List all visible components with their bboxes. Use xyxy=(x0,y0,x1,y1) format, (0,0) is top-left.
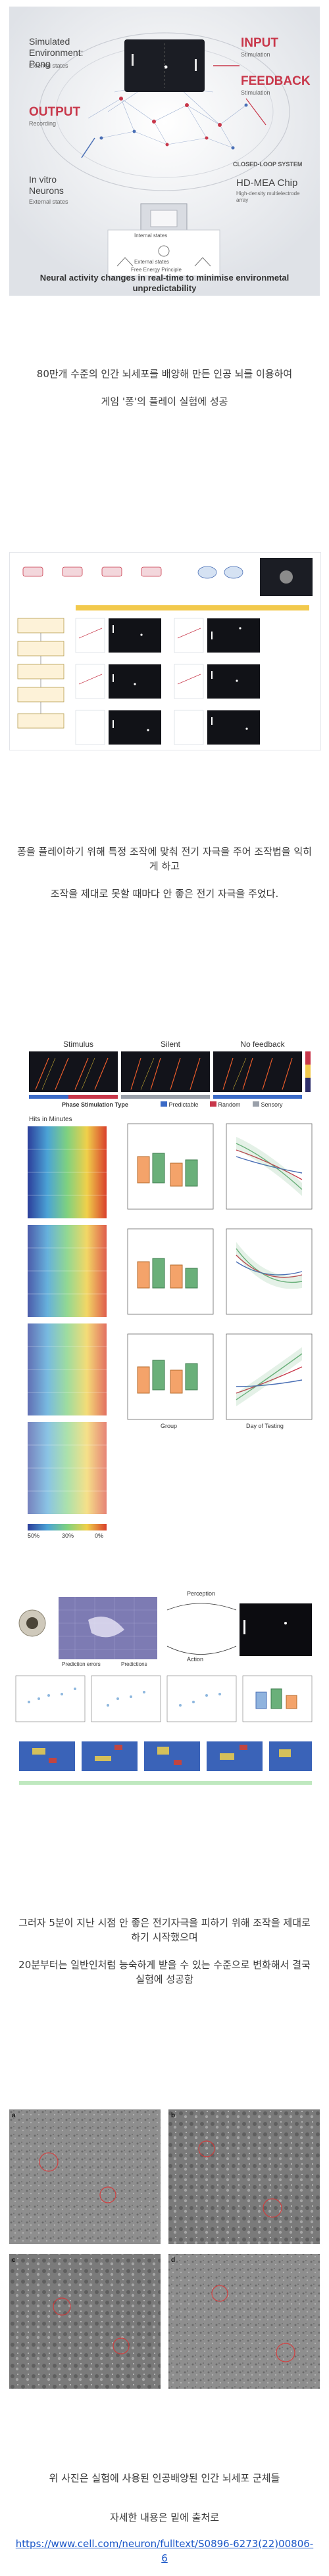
source-intro: 자세한 내용은 밑에 출처로 xyxy=(109,2512,220,2523)
colorbar-label-high: 50% xyxy=(28,1532,40,1539)
paragraph-photo-note: 위 사진은 실험에 사용된 인공배양된 인간 뇌세포 군체들 xyxy=(13,2471,316,2485)
legend-swatch-predictable xyxy=(161,1101,167,1107)
hits-heatmap xyxy=(28,1126,107,1530)
legend-swatch-sensory xyxy=(253,1101,259,1107)
legend-sensory: Sensory xyxy=(253,1101,283,1108)
label-perception: Perception xyxy=(187,1590,216,1597)
legend-label-random: Random xyxy=(218,1101,241,1108)
paragraph-training-line-1: 퐁을 플레이하기 위해 특정 조작에 맞춰 전기 자극을 주어 조작법을 익히게… xyxy=(17,846,312,872)
label-hdmea: HD-MEA Chip xyxy=(236,177,298,189)
paragraph-intro-line-1: 80만개 수준의 인간 뇌세포를 배양해 만든 인공 뇌를 이용하여 xyxy=(36,368,293,380)
panel-title-silent: Silent xyxy=(160,1040,181,1049)
label-feedback: FEEDBACK xyxy=(241,74,311,88)
colorbar-label-mid: 30% xyxy=(62,1532,74,1539)
legend-label-sensory: Sensory xyxy=(261,1101,283,1108)
raster-plots xyxy=(29,1051,311,1099)
boxplot-grid xyxy=(127,1123,313,1420)
paragraph-training: 퐁을 플레이하기 위해 특정 조작에 맞춰 전기 자극을 주어 조작법을 익히게… xyxy=(13,844,316,901)
legend-random: Random xyxy=(210,1101,241,1108)
figure-closed-loop-infographic: Simulated Environment: Pong External sta… xyxy=(9,7,320,296)
svg-text:c: c xyxy=(12,2257,16,2264)
svg-text:b: b xyxy=(171,2112,175,2119)
pong-screen xyxy=(124,39,205,92)
figure-methods-schematic xyxy=(9,552,321,750)
panel-title-nofeedback: No feedback xyxy=(240,1040,285,1049)
label-action: Action xyxy=(187,1656,204,1663)
paragraph-results: 그러자 5분이 지난 시점 안 좋은 전기자극을 피하기 위해 조작을 제대로 … xyxy=(13,1916,316,1987)
label-input: INPUT xyxy=(241,36,278,50)
microscopy-panels: a b c d xyxy=(9,2109,320,2389)
label-fep: Free Energy Principle xyxy=(131,267,182,273)
svg-text:d: d xyxy=(171,2257,175,2264)
figure-results-panels: Stimulus Silent No feedback xyxy=(9,1038,320,1551)
label-feedback-stim: Stimulation xyxy=(241,89,270,96)
paragraph-source: 자세한 내용은 밑에 출처로 https://www.cell.com/neur… xyxy=(13,2510,316,2565)
label-recording: Recording xyxy=(29,120,57,127)
label-sim-env: Simulated Environment: Pong xyxy=(29,36,84,69)
legend-title: Phase Stimulation Type xyxy=(62,1101,128,1108)
perception-action-diagram xyxy=(9,1584,320,1807)
label-predictions: Predictions xyxy=(121,1661,147,1667)
panel-title-stimulus: Stimulus xyxy=(63,1040,93,1049)
figure1-caption: Neural activity changes in real-time to … xyxy=(39,273,290,293)
closed-loop-diagram xyxy=(9,7,320,296)
x-axis-label-group: Group xyxy=(161,1423,178,1429)
legend-swatch-random xyxy=(210,1101,216,1107)
hits-title: Hits in Minutes xyxy=(29,1116,72,1123)
label-output: OUTPUT xyxy=(29,105,81,119)
label-internal: Internal states xyxy=(134,233,168,239)
x-axis-label-day: Day of Testing xyxy=(246,1423,284,1429)
paragraph-intro-line-2: 게임 '퐁'의 플레이 실험에 성공 xyxy=(101,396,228,407)
methods-schematic-diagram xyxy=(10,553,320,750)
svg-text:a: a xyxy=(12,2112,16,2119)
legend-label-predictable: Predictable xyxy=(168,1101,199,1108)
label-hdmea-sub: High-density multielectrode array xyxy=(236,191,300,203)
label-closed-loop: CLOSED-LOOP SYSTEM xyxy=(233,161,303,168)
label-ext-states: External states xyxy=(29,62,68,69)
paragraph-photo-note-line: 위 사진은 실험에 사용된 인공배양된 인간 뇌세포 군체들 xyxy=(49,2472,280,2484)
source-link[interactable]: https://www.cell.com/neuron/fulltext/S08… xyxy=(15,2538,314,2564)
figure-perception-action: Perception Action Prediction errors Pred… xyxy=(9,1584,320,1807)
paragraph-results-line-1: 그러자 5분이 지난 시점 안 좋은 전기자극을 피하기 위해 조작을 제대로 … xyxy=(18,1917,311,1943)
paragraph-results-line-2: 20분부터는 일반인처럼 능숙하게 받을 수 있는 수준으로 변화해서 결국 실… xyxy=(18,1959,311,1985)
label-prediction-errors: Prediction errors xyxy=(62,1661,101,1667)
paragraph-training-line-2: 조작을 제대로 못할 때마다 안 좋은 전기 자극을 주었다. xyxy=(50,888,279,900)
label-input-stim: Stimulation xyxy=(241,51,270,58)
paragraph-intro: 80만개 수준의 인간 뇌세포를 배양해 만든 인공 뇌를 이용하여 게임 '퐁… xyxy=(13,367,316,409)
label-ext-states-2: External states xyxy=(29,198,68,205)
raster-row: Stimulus Silent No feedback xyxy=(9,1038,320,1111)
label-ext-states-3: External states xyxy=(134,259,169,265)
colorbar-label-low: 0% xyxy=(95,1532,104,1539)
label-in-vitro: In vitro Neurons xyxy=(29,174,64,196)
figure-microscopy: a b c d xyxy=(9,2109,320,2392)
legend-predictable: Predictable xyxy=(161,1101,199,1108)
